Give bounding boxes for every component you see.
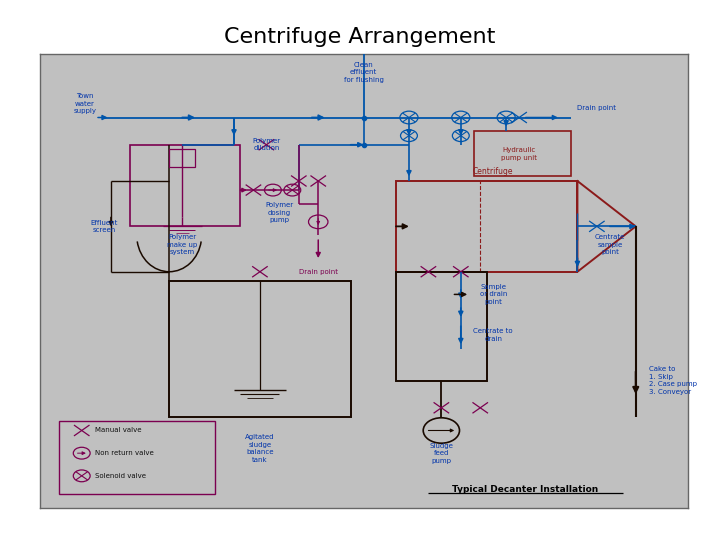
Text: Solenoid valve: Solenoid valve — [95, 473, 145, 479]
Text: Sludge
feed
pump: Sludge feed pump — [429, 443, 454, 464]
Text: Effluent
screen: Effluent screen — [91, 220, 118, 233]
Bar — [396, 272, 487, 381]
Text: Agitated
sludge
balance
tank: Agitated sludge balance tank — [246, 434, 274, 463]
Text: Clean
effluent
for flushing: Clean effluent for flushing — [343, 62, 384, 83]
Text: Drain point: Drain point — [577, 105, 616, 111]
Bar — [59, 421, 215, 494]
Text: Polymer
dosing
pump: Polymer dosing pump — [265, 202, 294, 223]
Bar — [169, 149, 195, 167]
Bar — [169, 281, 351, 417]
Text: Cake to
1. Skip
2. Case pump
3. Conveyor: Cake to 1. Skip 2. Case pump 3. Conveyor — [649, 366, 697, 395]
Text: Polymer
dilution: Polymer dilution — [252, 138, 281, 151]
Bar — [474, 131, 571, 177]
Text: Sample
or drain
point: Sample or drain point — [480, 284, 507, 305]
Text: Manual valve: Manual valve — [95, 428, 141, 434]
Text: Polymer
make up
system: Polymer make up system — [167, 234, 197, 255]
Text: Non return valve: Non return valve — [95, 450, 153, 456]
Text: Centrate to
drain: Centrate to drain — [473, 328, 513, 342]
Text: Typical Decanter Installation: Typical Decanter Installation — [452, 485, 599, 494]
Text: Hydraulic
pump unit: Hydraulic pump unit — [501, 147, 537, 160]
Text: Centrifuge Arrangement: Centrifuge Arrangement — [225, 27, 495, 47]
Text: Centrifuge: Centrifuge — [473, 167, 513, 177]
Text: Centrate
sample
point: Centrate sample point — [595, 234, 625, 255]
Bar — [130, 145, 240, 226]
Bar — [396, 181, 577, 272]
Text: Town
water
supply: Town water supply — [73, 93, 96, 114]
Text: Drain point: Drain point — [299, 269, 338, 275]
